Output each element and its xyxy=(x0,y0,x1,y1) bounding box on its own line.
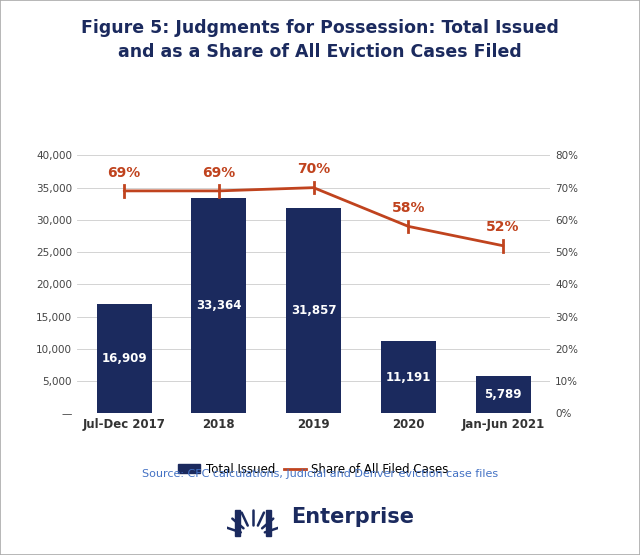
Text: Enterprise: Enterprise xyxy=(291,507,414,527)
Bar xyxy=(476,376,531,413)
Text: Source: CFC calculations, Judicial and Denver eviction case files: Source: CFC calculations, Judicial and D… xyxy=(142,469,498,479)
Text: 69%: 69% xyxy=(202,165,236,180)
Text: 33,364: 33,364 xyxy=(196,299,242,312)
Text: 69%: 69% xyxy=(108,165,141,180)
Bar xyxy=(191,198,246,413)
Bar xyxy=(266,511,271,536)
Legend: Total Issued, Share of All Filed Cases: Total Issued, Share of All Filed Cases xyxy=(173,458,454,481)
Bar xyxy=(235,511,240,536)
Text: 5,789: 5,789 xyxy=(484,388,522,401)
Text: 31,857: 31,857 xyxy=(291,304,337,317)
Text: 11,191: 11,191 xyxy=(386,371,431,384)
Text: Figure 5: Judgments for Possession: Total Issued
and as a Share of All Eviction : Figure 5: Judgments for Possession: Tota… xyxy=(81,19,559,61)
Text: 70%: 70% xyxy=(297,163,330,176)
Text: 58%: 58% xyxy=(392,201,425,215)
Bar xyxy=(381,341,436,413)
Text: 16,909: 16,909 xyxy=(101,352,147,365)
Bar xyxy=(286,208,341,413)
Bar xyxy=(97,304,152,413)
Text: 52%: 52% xyxy=(486,220,520,234)
